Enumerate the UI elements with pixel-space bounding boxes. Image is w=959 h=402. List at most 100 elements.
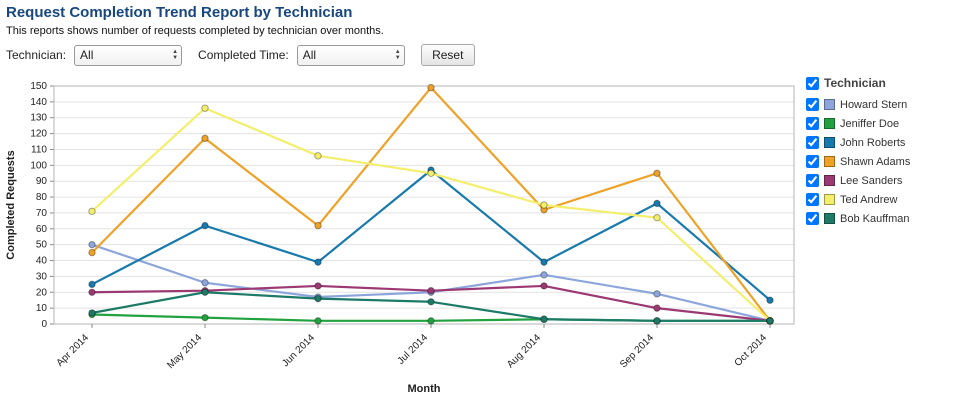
data-point-howard-stern <box>540 271 548 279</box>
trend-chart-svg: 0 10 20 30 40 50 60 70 80 90 100 110 120 130 140 150 Apr… <box>5 81 795 395</box>
x-tick-label: Jun 2014 <box>280 332 317 369</box>
data-point-howard-stern <box>88 240 96 249</box>
y-tick-label: 0 <box>41 319 47 330</box>
data-point-ted-andrew <box>427 169 435 177</box>
legend-label-john-roberts: John Roberts <box>840 136 906 149</box>
legend-header[interactable]: Technician <box>806 76 956 90</box>
data-point-howard-stern <box>201 279 209 287</box>
y-tick-label: 20 <box>36 287 48 298</box>
data-point-bob-kauffman <box>201 288 209 296</box>
legend-label-jeniffer-doe: Jeniffer Doe <box>840 117 900 130</box>
data-point-bob-kauffman <box>766 317 774 325</box>
legend-checkbox-howard-stern[interactable] <box>806 98 819 111</box>
data-point-ted-andrew <box>314 152 322 160</box>
series-line-shawn-adams <box>90 86 772 322</box>
legend-item-shawn-adams[interactable]: Shawn Adams <box>806 155 956 168</box>
data-point-lee-sanders <box>427 286 435 295</box>
legend-item-ted-andrew[interactable]: Ted Andrew <box>806 193 956 206</box>
data-point-ted-andrew <box>653 213 661 222</box>
legend-item-howard-stern[interactable]: Howard Stern <box>806 98 956 111</box>
legend-label-ted-andrew: Ted Andrew <box>840 193 898 206</box>
y-tick-label: 120 <box>30 129 47 140</box>
y-tick-label: 80 <box>36 192 48 203</box>
page-title: Request Completion Trend Report by Techn… <box>6 4 353 21</box>
x-tick-label: Oct 2014 <box>733 332 770 369</box>
legend-swatch-shawn-adams <box>824 156 835 167</box>
y-tick-label: 130 <box>30 113 47 124</box>
legend-checkbox-john-roberts[interactable] <box>806 136 819 149</box>
technician-select[interactable]: All <box>74 44 183 66</box>
plot-border <box>53 85 795 325</box>
data-point-shawn-adams <box>653 169 661 177</box>
x-tick-label: Apr 2014 <box>55 332 92 369</box>
data-point-lee-sanders <box>653 304 661 312</box>
completed-time-select[interactable]: All <box>296 44 405 66</box>
y-tick-label: 90 <box>36 176 48 187</box>
filter-bar: Technician: All ▲ ▼ Completed Time: All ▲… <box>6 44 475 66</box>
y-tick-label: 140 <box>30 97 47 108</box>
y-tick-label: 110 <box>31 144 47 155</box>
legend-label-shawn-adams: Shawn Adams <box>840 155 911 168</box>
legend-label-howard-stern: Howard Stern <box>840 98 908 111</box>
legend-all-checkbox[interactable] <box>806 76 819 90</box>
legend-label-bob-kauffman: Bob Kauffman <box>840 212 910 225</box>
y-axis-title: Completed Requests <box>5 150 17 259</box>
y-tick-label: 30 <box>36 271 48 282</box>
data-point-bob-kauffman <box>653 317 661 325</box>
page-subtitle: This reports shows number of requests co… <box>6 25 384 37</box>
data-point-ted-andrew <box>201 104 209 112</box>
legend-checkbox-jeniffer-doe[interactable] <box>806 117 819 130</box>
data-point-lee-sanders <box>540 282 548 290</box>
technician-filter-label: Technician: <box>6 48 67 62</box>
data-point-bob-kauffman <box>314 294 322 303</box>
data-point-shawn-adams <box>201 134 209 143</box>
y-tick-label: 100 <box>30 160 47 171</box>
x-axis-title: Month <box>408 383 441 395</box>
x-tick-label: Sep 2014 <box>618 332 656 370</box>
data-point-shawn-adams <box>314 221 322 230</box>
legend-checkbox-bob-kauffman[interactable] <box>806 212 819 225</box>
x-tick-label: Aug 2014 <box>505 332 543 370</box>
data-point-lee-sanders <box>88 288 96 296</box>
trend-chart: 0 10 20 30 40 50 60 70 80 90 100 110 120 130 140 150 Apr… <box>2 74 802 402</box>
data-point-john-roberts <box>766 296 774 304</box>
data-point-john-roberts <box>314 258 322 266</box>
data-point-jeniffer-doe <box>427 317 435 325</box>
x-tick-label: Jul 2014 <box>396 332 431 367</box>
data-point-jeniffer-doe <box>314 317 322 325</box>
data-point-bob-kauffman <box>88 309 96 317</box>
data-point-shawn-adams <box>427 83 435 92</box>
data-point-john-roberts <box>201 221 209 230</box>
data-point-lee-sanders <box>314 282 322 290</box>
data-point-ted-andrew <box>88 207 96 216</box>
legend-swatch-howard-stern <box>824 99 835 110</box>
y-tick-label: 150 <box>30 81 47 92</box>
legend-swatch-jeniffer-doe <box>824 118 835 129</box>
legend-checkbox-ted-andrew[interactable] <box>806 193 819 206</box>
legend-item-john-roberts[interactable]: John Roberts <box>806 136 956 149</box>
legend-item-bob-kauffman[interactable]: Bob Kauffman <box>806 212 956 225</box>
data-point-bob-kauffman <box>540 315 548 323</box>
x-tick-label: May 2014 <box>165 332 204 371</box>
legend-swatch-bob-kauffman <box>824 213 835 224</box>
y-tick-label: 70 <box>36 208 48 219</box>
legend-label-lee-sanders: Lee Sanders <box>840 174 903 187</box>
data-point-john-roberts <box>653 199 661 208</box>
y-tick-label: 10 <box>36 303 48 314</box>
data-point-ted-andrew <box>540 201 548 209</box>
reset-button[interactable]: Reset <box>420 44 475 66</box>
data-point-bob-kauffman <box>427 298 435 306</box>
data-point-john-roberts <box>88 280 96 289</box>
legend-item-jeniffer-doe[interactable]: Jeniffer Doe <box>806 117 956 130</box>
data-point-shawn-adams <box>88 248 96 257</box>
legend-checkbox-lee-sanders[interactable] <box>806 174 819 187</box>
chart-legend: Technician Howard Stern Jeniffer Doe John … <box>806 76 956 231</box>
legend-swatch-john-roberts <box>824 137 835 148</box>
legend-checkbox-shawn-adams[interactable] <box>806 155 819 168</box>
y-tick-label: 40 <box>36 256 48 267</box>
legend-title: Technician <box>824 76 886 90</box>
legend-items: Howard Stern Jeniffer Doe John Roberts Shaw… <box>806 98 956 225</box>
data-point-jeniffer-doe <box>201 313 209 322</box>
legend-item-lee-sanders[interactable]: Lee Sanders <box>806 174 956 187</box>
